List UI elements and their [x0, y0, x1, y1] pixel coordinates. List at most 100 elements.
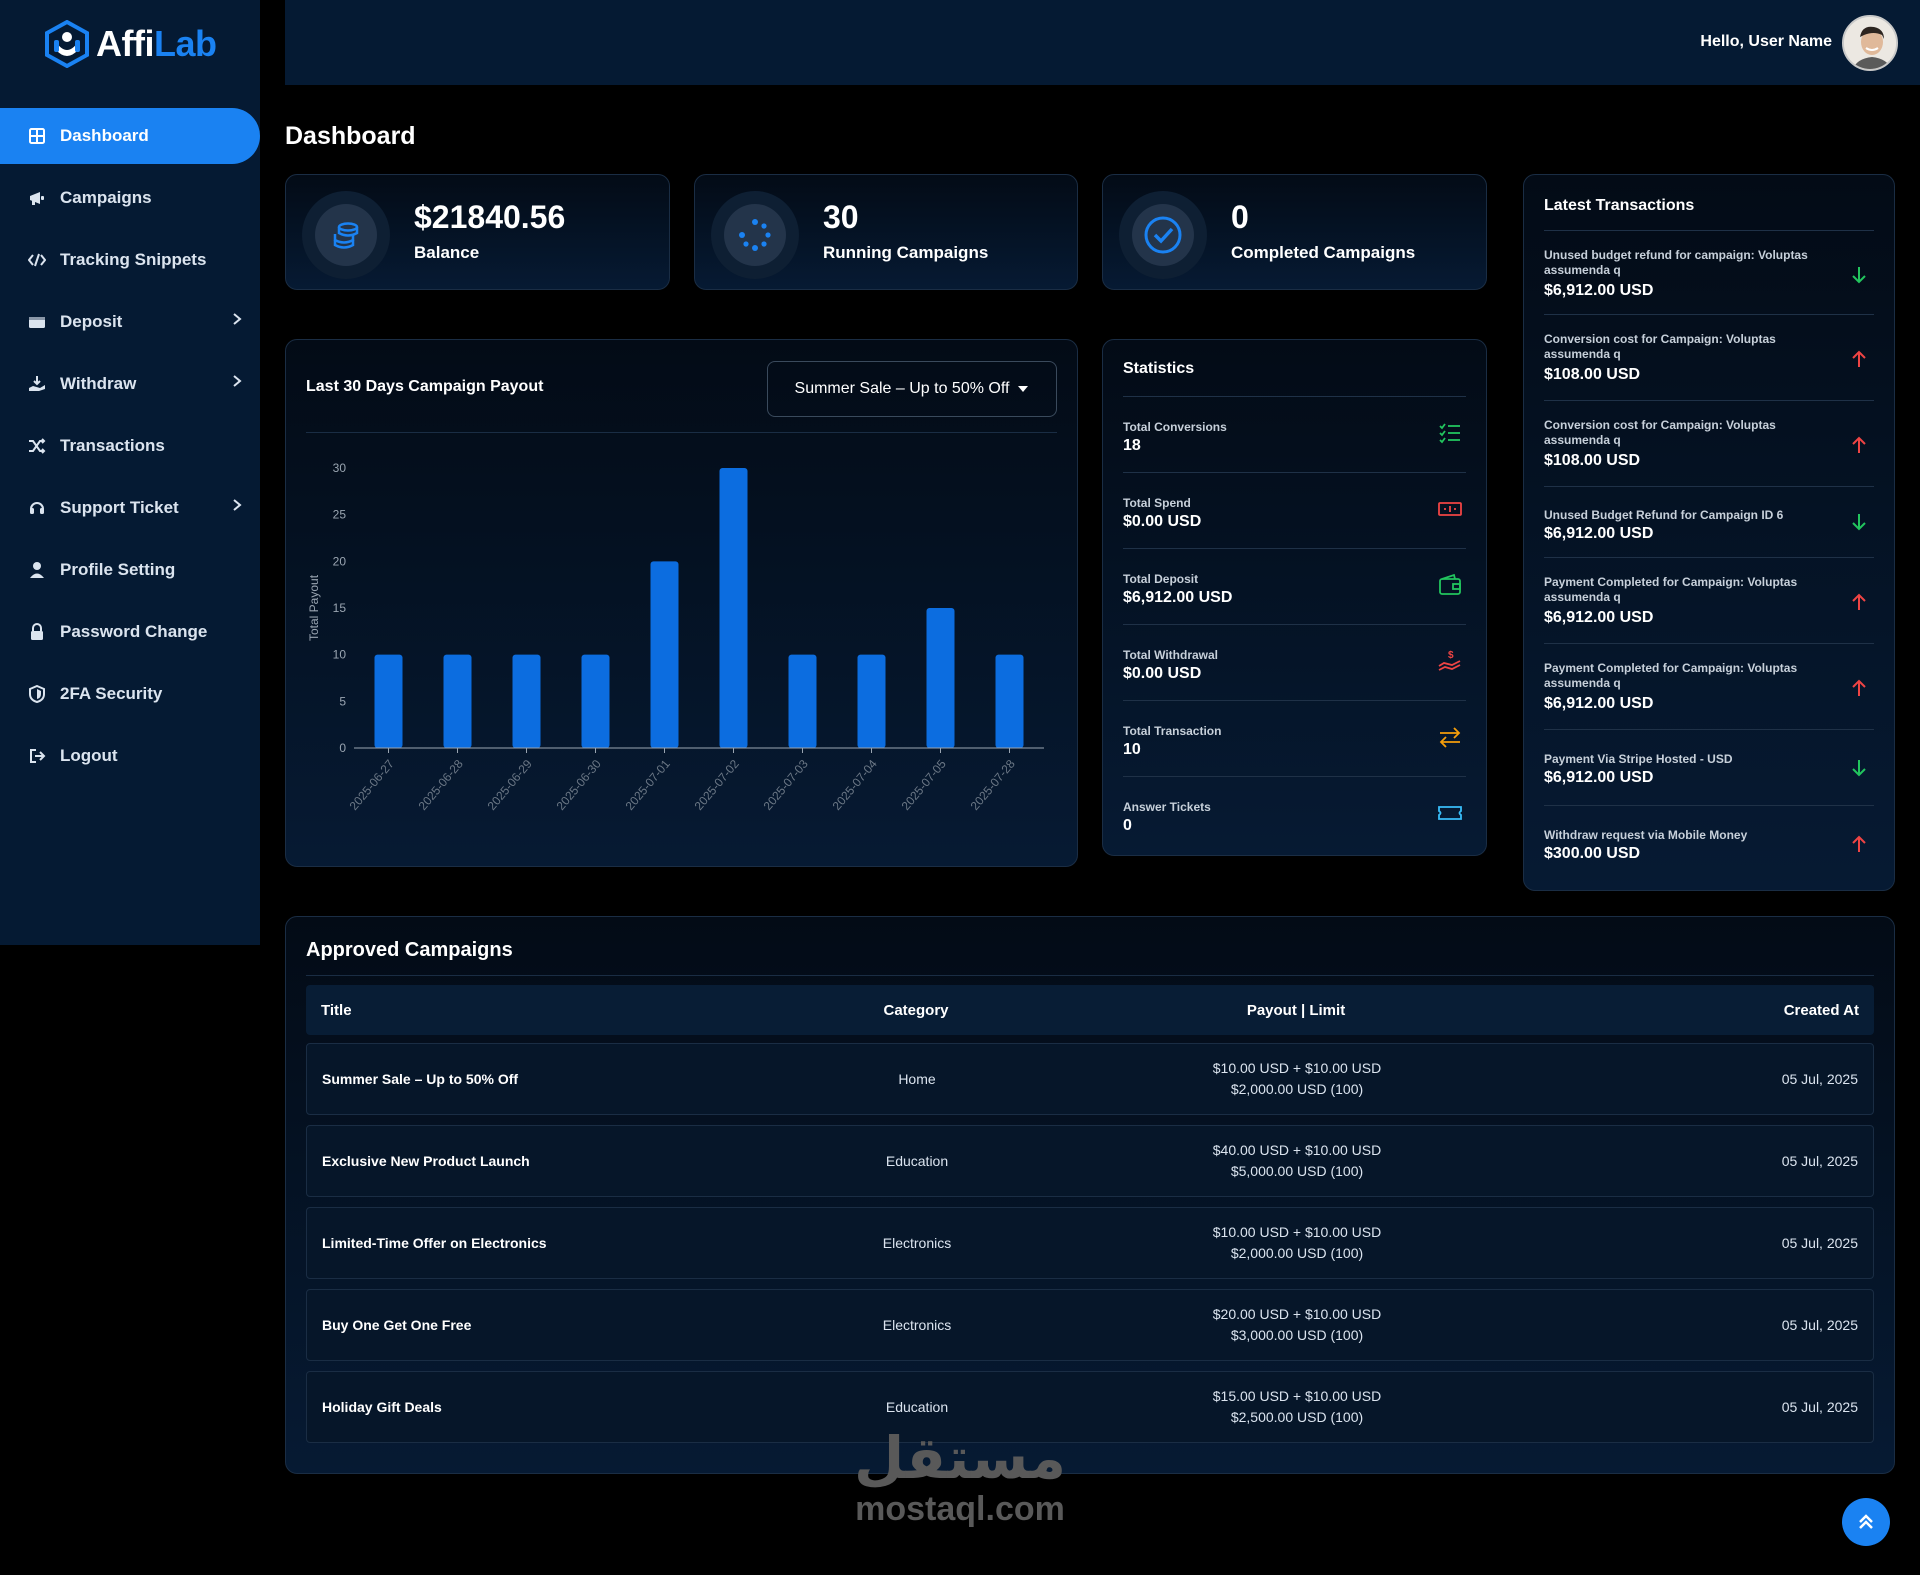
campaign-title: Exclusive New Product Launch	[322, 1153, 530, 1169]
completed-campaigns-label: Completed Campaigns	[1231, 243, 1416, 262]
arrow-down-icon	[1852, 267, 1866, 284]
approved-campaigns-title: Approved Campaigns	[306, 939, 513, 961]
table-row[interactable]: Summer Sale – Up to 50% Off Home $10.00 …	[306, 1043, 1874, 1115]
table-row[interactable]: Limited-Time Offer on Electronics Electr…	[306, 1207, 1874, 1279]
limit-text: $5,000.00 USD (100)	[1230, 1163, 1364, 1179]
sidebar-item-support-ticket[interactable]: Support Ticket	[0, 480, 260, 536]
shield-icon	[28, 685, 46, 703]
sidebar-item-dashboard[interactable]: Dashboard	[0, 108, 260, 164]
sidebar-item-transactions[interactable]: Transactions	[0, 418, 260, 474]
transaction-item[interactable]: Payment Completed for Campaign: Voluptas…	[1544, 643, 1874, 729]
avatar-photo-icon	[1844, 17, 1896, 69]
sidebar-item-logout[interactable]: Logout	[0, 728, 260, 784]
sidebar-item-2fa-security[interactable]: 2FA Security	[0, 666, 260, 722]
campaign-category: Electronics	[882, 1235, 952, 1251]
transaction-description: Payment Completed for Campaign: Voluptas…	[1544, 575, 1798, 604]
withdraw-hand-icon: $	[1438, 650, 1461, 671]
running-campaigns-label: Running Campaigns	[823, 243, 989, 262]
chart-bar[interactable]	[581, 654, 610, 748]
stat-value: $0.00 USD	[1123, 665, 1202, 682]
y-tick-label: 25	[333, 508, 347, 522]
sidebar-item-profile-setting[interactable]: Profile Setting	[0, 542, 260, 598]
running-campaigns-card: 30 Running Campaigns	[694, 174, 1078, 290]
arrow-up-icon	[1852, 679, 1866, 696]
stat-value: $6,912.00 USD	[1123, 589, 1233, 606]
table-row[interactable]: Exclusive New Product Launch Education $…	[306, 1125, 1874, 1197]
campaign-payout: $20.00 USD + $10.00 USD $3,000.00 USD (10…	[1177, 1290, 1417, 1360]
chart-bar[interactable]	[650, 561, 679, 748]
x-tick-label: 2025-07-03	[761, 757, 811, 813]
table-row[interactable]: Holiday Gift Deals Education $15.00 USD …	[306, 1371, 1874, 1443]
sidebar-item-label: Tracking Snippets	[60, 250, 207, 269]
transaction-item[interactable]: Payment Completed for Campaign: Voluptas…	[1544, 557, 1874, 643]
user-icon	[28, 561, 46, 579]
transaction-item[interactable]: Payment Via Stripe Hosted - USD $6,912.0…	[1544, 729, 1874, 805]
transaction-item[interactable]: Conversion cost for Campaign: Voluptas a…	[1544, 400, 1874, 486]
arrow-down-icon	[1852, 760, 1866, 777]
stat-value: 10	[1123, 741, 1141, 758]
brand-logo[interactable]: AffiLab	[44, 20, 217, 68]
payout-text: $15.00 USD + $10.00 USD	[1212, 1388, 1382, 1404]
transaction-item[interactable]: Unused budget refund for campaign: Volup…	[1544, 230, 1874, 314]
chevron-right-icon[interactable]	[230, 498, 244, 512]
chart-bar[interactable]	[512, 654, 541, 748]
sidebar-item-deposit[interactable]: Deposit	[0, 294, 260, 350]
payout-bar-chart: 0 5 10 15 20 25 30 2025-06-27 2025-06-28 2025-06…	[307, 461, 1044, 813]
stat-total-deposit: Total Deposit $6,912.00 USD	[1123, 548, 1466, 624]
chart-bar[interactable]	[926, 608, 955, 748]
chevron-right-icon[interactable]	[230, 312, 244, 326]
table-row[interactable]: Buy One Get One Free Electronics $20.00 …	[306, 1289, 1874, 1361]
avatar[interactable]	[1842, 15, 1898, 71]
sidebar-item-label: Logout	[60, 746, 118, 765]
x-tick-label: 2025-06-28	[416, 757, 466, 813]
sidebar-item-label: 2FA Security	[60, 684, 163, 703]
campaign-select[interactable]: Summer Sale – Up to 50% Off	[767, 361, 1057, 417]
campaign-created: 05 Jul, 2025	[1781, 1153, 1858, 1169]
stat-total-spend: Total Spend $0.00 USD	[1123, 472, 1466, 548]
chart-bar[interactable]	[443, 654, 472, 748]
limit-text: $3,000.00 USD (100)	[1230, 1327, 1364, 1343]
page-title: Dashboard	[285, 122, 416, 150]
sidebar-item-label: Password Change	[60, 622, 208, 641]
sidebar-item-campaigns[interactable]: Campaigns	[0, 170, 260, 226]
running-icon-ring	[724, 204, 786, 266]
campaign-payout: $10.00 USD + $10.00 USD $2,000.00 USD (10…	[1177, 1044, 1417, 1114]
stat-label: Total Spend	[1123, 496, 1191, 510]
transaction-item[interactable]: Conversion cost for Campaign: Voluptas a…	[1544, 314, 1874, 400]
chart-bar[interactable]	[719, 468, 748, 748]
chart-bar[interactable]	[374, 654, 403, 748]
stat-value: 18	[1123, 437, 1141, 454]
column-category: Category	[883, 1001, 949, 1019]
transaction-item[interactable]: Unused Budget Refund for Campaign ID 6 $…	[1544, 486, 1874, 557]
chevron-right-icon[interactable]	[230, 374, 244, 388]
chart-bar[interactable]	[995, 654, 1024, 748]
sidebar-item-label: Transactions	[60, 436, 165, 455]
transaction-description: Conversion cost for Campaign: Voluptas a…	[1544, 418, 1776, 447]
campaign-title: Holiday Gift Deals	[322, 1399, 442, 1415]
campaign-created: 05 Jul, 2025	[1781, 1399, 1858, 1415]
sidebar: AffiLab Dashboard Campaigns Tracking Sni…	[0, 0, 260, 945]
y-axis-label: Total Payout	[307, 574, 321, 641]
stat-answer-tickets: Answer Tickets 0	[1123, 776, 1466, 852]
chart-bar[interactable]	[857, 654, 886, 748]
transaction-description: Payment Via Stripe Hosted - USD	[1544, 752, 1733, 766]
transaction-description: Conversion cost for Campaign: Voluptas a…	[1544, 332, 1776, 361]
sidebar-item-withdraw[interactable]: Withdraw	[0, 356, 260, 412]
campaign-category: Education	[885, 1153, 949, 1169]
sidebar-item-tracking-snippets[interactable]: Tracking Snippets	[0, 232, 260, 288]
svg-text:$: $	[1448, 650, 1454, 661]
double-chevron-up-icon	[1859, 1514, 1873, 1529]
scroll-to-top-button[interactable]	[1842, 1498, 1890, 1546]
spinner-icon	[739, 219, 771, 251]
completed-icon-badge	[1119, 191, 1207, 279]
chart-bar[interactable]	[788, 654, 817, 748]
limit-text: $2,000.00 USD (100)	[1230, 1245, 1364, 1261]
transaction-amount: $6,912.00 USD	[1544, 525, 1654, 542]
exchange-icon	[1439, 727, 1461, 748]
brand-name: AffiLab	[96, 23, 217, 64]
campaign-payout: $10.00 USD + $10.00 USD $2,000.00 USD (10…	[1177, 1208, 1417, 1278]
sidebar-item-password-change[interactable]: Password Change	[0, 604, 260, 660]
transaction-item[interactable]: Withdraw request via Mobile Money $300.0…	[1544, 805, 1874, 881]
transaction-amount: $6,912.00 USD	[1544, 769, 1654, 786]
campaign-created: 05 Jul, 2025	[1781, 1317, 1858, 1333]
